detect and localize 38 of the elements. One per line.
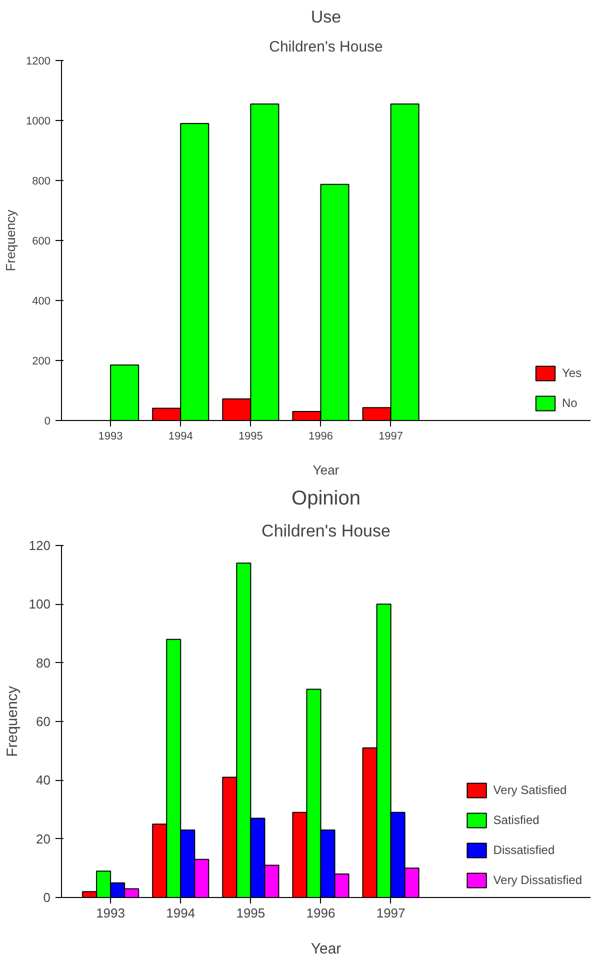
y-tick-label: 120 [28,538,51,553]
y-axis-title: Frequency [4,686,21,757]
y-tick-label: 40 [36,772,51,788]
y-tick-label: 1200 [26,56,51,68]
x-tick-label: 1996 [306,906,336,920]
y-tick-label: 800 [32,176,51,188]
chart-title: Opinion [292,488,360,510]
legend-label: Dissatisfied [493,843,555,857]
x-tick-label: 1994 [168,430,193,442]
x-tick-label: 1997 [378,430,404,442]
legend-label: Very Dissatisfied [493,873,582,887]
chart-subtitle: Children's House [269,38,383,56]
chart-title: Use [310,8,342,26]
x-tick-label: 1995 [238,430,263,442]
legend-label: Yes [562,366,582,380]
y-tick-label: 200 [32,356,51,368]
chart-subtitle: Children's House [262,522,390,540]
x-tick-label: 1993 [96,906,126,920]
legend-label: Satisfied [493,813,540,827]
y-tick-label: 0 [43,890,51,905]
y-tick-label: 20 [36,831,51,846]
x-tick-label: 1997 [376,906,406,920]
y-tick-label: 100 [28,596,51,612]
x-tick-label: 1995 [236,906,266,920]
x-axis-title: Year [310,940,342,958]
y-tick-label: 80 [36,655,51,670]
x-tick-label: 1996 [308,430,333,442]
y-tick-label: 400 [32,296,51,308]
y-tick-label: 60 [36,714,51,729]
x-axis-title: Year [312,462,340,478]
legend-label: Very Satisfied [493,783,567,797]
y-tick-label: 0 [44,416,51,428]
x-tick-label: 1994 [166,906,196,920]
legend-label: No [562,396,578,410]
y-tick-label: 1000 [26,116,51,128]
x-tick-label: 1993 [98,430,123,442]
y-axis-title: Frequency [3,209,18,272]
y-tick-label: 600 [32,236,51,248]
